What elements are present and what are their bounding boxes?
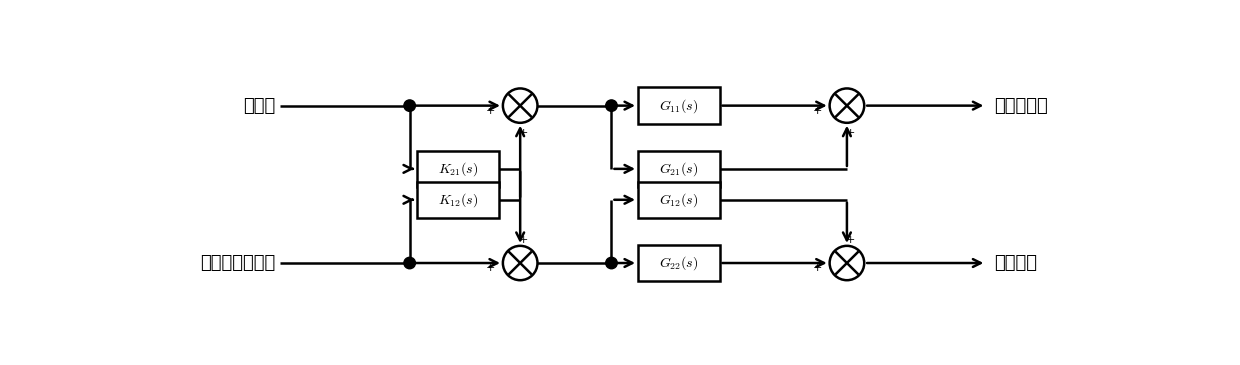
Text: +: +	[520, 128, 528, 138]
Text: +: +	[486, 106, 495, 116]
Text: +: +	[812, 106, 822, 116]
Ellipse shape	[503, 246, 537, 280]
Bar	[637, 87, 719, 124]
Bar	[637, 245, 719, 281]
Bar	[637, 151, 719, 187]
Text: 主蒸汽压力: 主蒸汽压力	[994, 97, 1048, 115]
Text: $K_{21}(s)$: $K_{21}(s)$	[438, 160, 477, 178]
Ellipse shape	[404, 257, 415, 269]
Text: 汽轮机高压调门: 汽轮机高压调门	[200, 254, 275, 272]
Text: $G_{11}(s)$: $G_{11}(s)$	[658, 97, 698, 115]
Text: $G_{22}(s)$: $G_{22}(s)$	[658, 254, 698, 272]
Text: $G_{21}(s)$: $G_{21}(s)$	[658, 160, 698, 178]
Text: +: +	[486, 263, 495, 273]
Text: $K_{12}(s)$: $K_{12}(s)$	[438, 191, 477, 209]
Ellipse shape	[830, 246, 864, 280]
Bar	[417, 181, 498, 218]
Bar	[637, 181, 719, 218]
Ellipse shape	[605, 100, 618, 111]
Text: +: +	[846, 128, 856, 138]
Text: 给煤量: 给煤量	[243, 97, 275, 115]
Ellipse shape	[404, 100, 415, 111]
Ellipse shape	[830, 88, 864, 123]
Text: +: +	[520, 235, 528, 245]
Text: 机组负荷: 机组负荷	[994, 254, 1037, 272]
Ellipse shape	[503, 88, 537, 123]
Bar	[417, 151, 498, 187]
Text: +: +	[812, 263, 822, 273]
Ellipse shape	[605, 257, 618, 269]
Text: $G_{12}(s)$: $G_{12}(s)$	[658, 191, 698, 209]
Text: +: +	[846, 235, 856, 245]
